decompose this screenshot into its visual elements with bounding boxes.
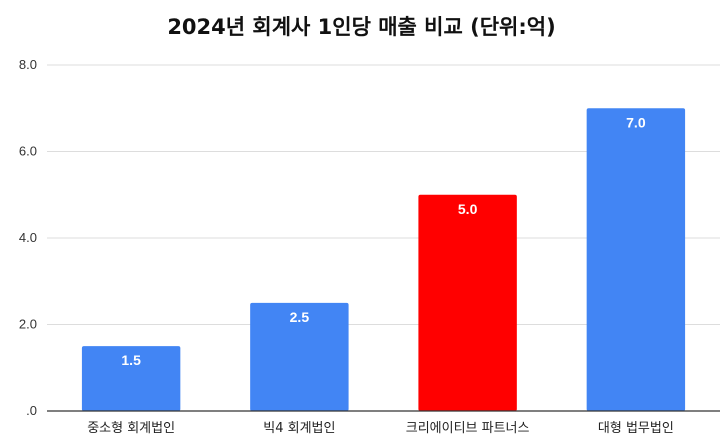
x-category-label: 빅4 회계법인	[263, 421, 335, 436]
data-label: 2.5	[290, 309, 310, 325]
x-axis-categories: 중소형 회계법인 빅4 회계법인 크리에이티브 파트너스 대형 법무법인	[87, 421, 674, 436]
y-tick-label: 2.0	[19, 317, 37, 332]
y-tick-label: 6.0	[19, 144, 37, 159]
bar	[81, 346, 181, 411]
bar	[586, 108, 686, 411]
y-tick-label: 8.0	[19, 57, 37, 72]
y-tick-label: .0	[26, 403, 37, 418]
y-axis-ticks: .0 2.0 4.0 6.0 8.0	[19, 57, 37, 418]
x-category-label: 대형 법무법인	[598, 421, 674, 436]
x-category-label: 중소형 회계법인	[87, 421, 175, 436]
y-tick-label: 4.0	[19, 230, 37, 245]
chart-title: 2024년 회계사 1인당 매출 비교 (단위:억)	[167, 15, 555, 39]
bar	[250, 302, 349, 411]
bars	[81, 108, 686, 411]
data-label: 1.5	[121, 352, 141, 368]
x-category-label: 크리에이티브 파트너스	[406, 421, 530, 436]
data-label: 5.0	[458, 201, 478, 217]
data-label: 7.0	[626, 114, 646, 130]
data-labels: 1.5 2.5 5.0 7.0	[121, 114, 645, 368]
bar	[418, 194, 517, 411]
